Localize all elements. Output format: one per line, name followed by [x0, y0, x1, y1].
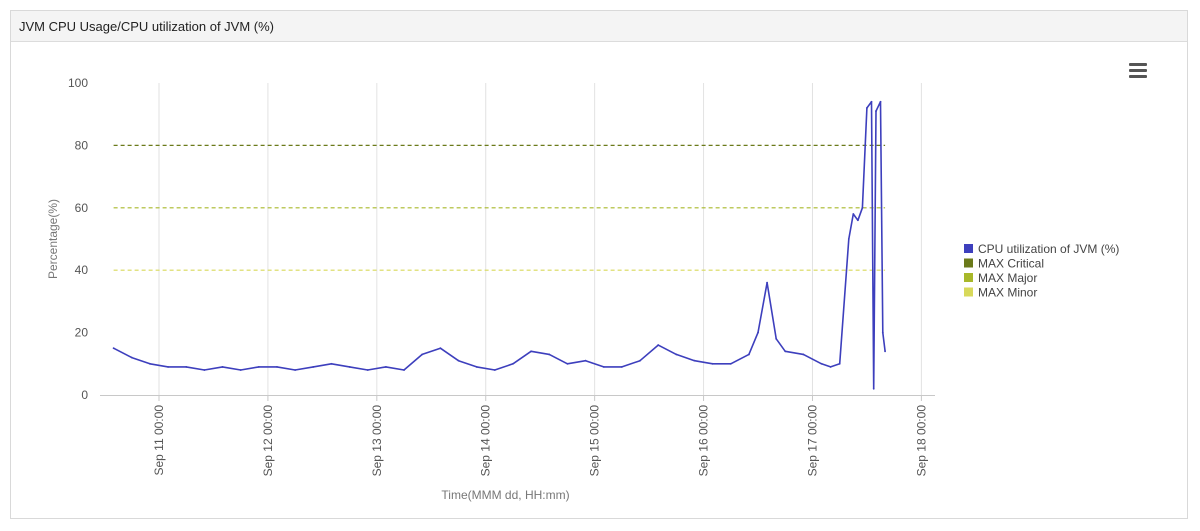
panel-header: JVM CPU Usage/CPU utilization of JVM (%): [11, 11, 1187, 42]
hamburger-menu-icon[interactable]: [1124, 58, 1152, 84]
chart-panel: JVM CPU Usage/CPU utilization of JVM (%): [10, 10, 1188, 519]
panel-title: JVM CPU Usage/CPU utilization of JVM (%): [19, 19, 275, 34]
